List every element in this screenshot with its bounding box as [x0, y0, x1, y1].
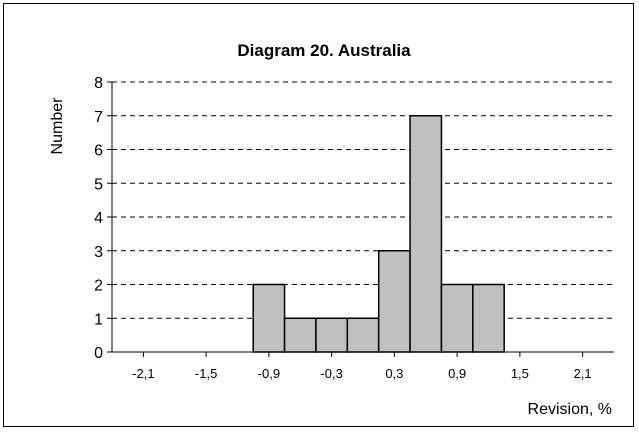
y-tick-label: 4	[94, 210, 103, 227]
histogram-chart: Diagram 20. Australia Number Revision, %…	[49, 41, 614, 418]
chart-frame: Diagram 20. Australia Number Revision, %…	[3, 3, 634, 427]
gridlines	[112, 81, 614, 319]
y-tick-label: 1	[94, 311, 103, 328]
y-axis-title: Number	[49, 97, 66, 155]
x-tick-label: -0,3	[320, 366, 342, 381]
x-tick-labels: -2,1 -1,5 -0,9 -0,3 0,3 0,9 1,5 2,1	[132, 352, 592, 381]
bars	[252, 115, 505, 353]
x-tick-label: -1,5	[195, 366, 217, 381]
y-tick-label: 7	[94, 109, 103, 126]
x-tick-label: 0,9	[448, 366, 466, 381]
x-tick-label: 1,5	[511, 366, 529, 381]
histogram-bar	[472, 283, 505, 353]
histogram-bar	[409, 115, 443, 353]
x-tick-label: 0,3	[385, 366, 403, 381]
y-tick-label: 3	[94, 244, 103, 261]
histogram-bar	[346, 317, 380, 353]
y-tick-label: 0	[94, 345, 103, 362]
histogram-bar	[283, 317, 317, 353]
y-tick-label: 6	[94, 143, 103, 160]
x-tick-label: 2,1	[574, 366, 592, 381]
histogram-bar	[315, 317, 349, 353]
y-tick-label: 8	[94, 75, 103, 92]
x-tick-label: -0,9	[258, 366, 280, 381]
histogram-bar	[377, 250, 411, 353]
y-tick-labels: 0 1 2 3 4 5 6 7 8	[94, 75, 112, 362]
x-tick-label: -2,1	[132, 366, 154, 381]
y-tick-label: 5	[94, 176, 103, 193]
x-axis-title: Revision, %	[528, 401, 612, 418]
chart-title: Diagram 20. Australia	[237, 41, 411, 60]
y-tick-label: 2	[94, 278, 103, 295]
histogram-bar	[440, 283, 474, 353]
histogram-bar	[252, 283, 286, 353]
